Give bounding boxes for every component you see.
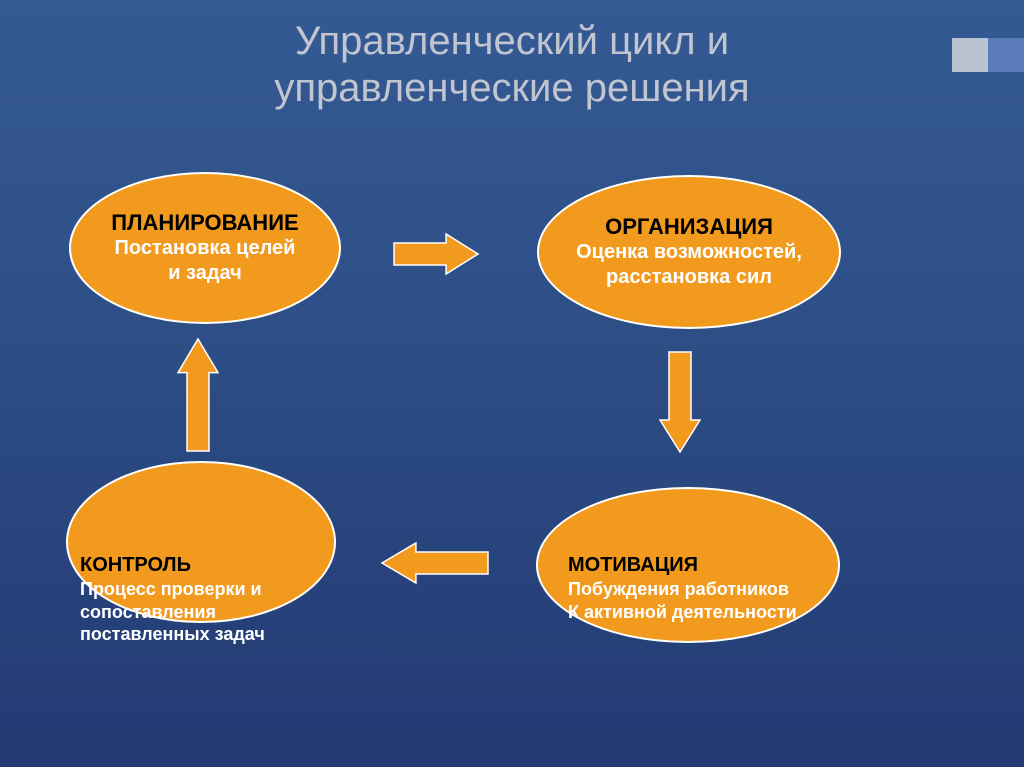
caption-control-body: Процесс проверки исопоставленияпоставлен… — [80, 578, 265, 646]
arrow-control-to-planning — [178, 339, 218, 451]
node-planning-head: ПЛАНИРОВАНИЕ — [111, 210, 298, 236]
slide: Управленческий цикл иуправленческие реше… — [0, 0, 1024, 767]
arrow-motivation-to-control — [382, 543, 488, 583]
caption-control-head: КОНТРОЛЬ — [80, 553, 265, 578]
node-organization: ОРГАНИЗАЦИЯ Оценка возможностей,расстано… — [537, 175, 841, 329]
node-organization-body: Оценка возможностей,расстановка сил — [576, 240, 802, 290]
caption-control: КОНТРОЛЬ Процесс проверки исопоставления… — [80, 553, 265, 646]
arrow-planning-to-organization — [394, 234, 478, 274]
caption-motivation-head: МОТИВАЦИЯ — [568, 553, 797, 578]
slide-title: Управленческий цикл иуправленческие реше… — [0, 18, 1024, 112]
node-organization-head: ОРГАНИЗАЦИЯ — [605, 214, 773, 240]
caption-motivation-body: Побуждения работниковК активной деятельн… — [568, 578, 797, 623]
node-planning-body: Постановка целейи задач — [115, 236, 296, 286]
node-planning: ПЛАНИРОВАНИЕ Постановка целейи задач — [69, 172, 341, 324]
caption-motivation: МОТИВАЦИЯ Побуждения работниковК активно… — [568, 553, 797, 623]
arrow-organization-to-motivation — [660, 352, 700, 452]
